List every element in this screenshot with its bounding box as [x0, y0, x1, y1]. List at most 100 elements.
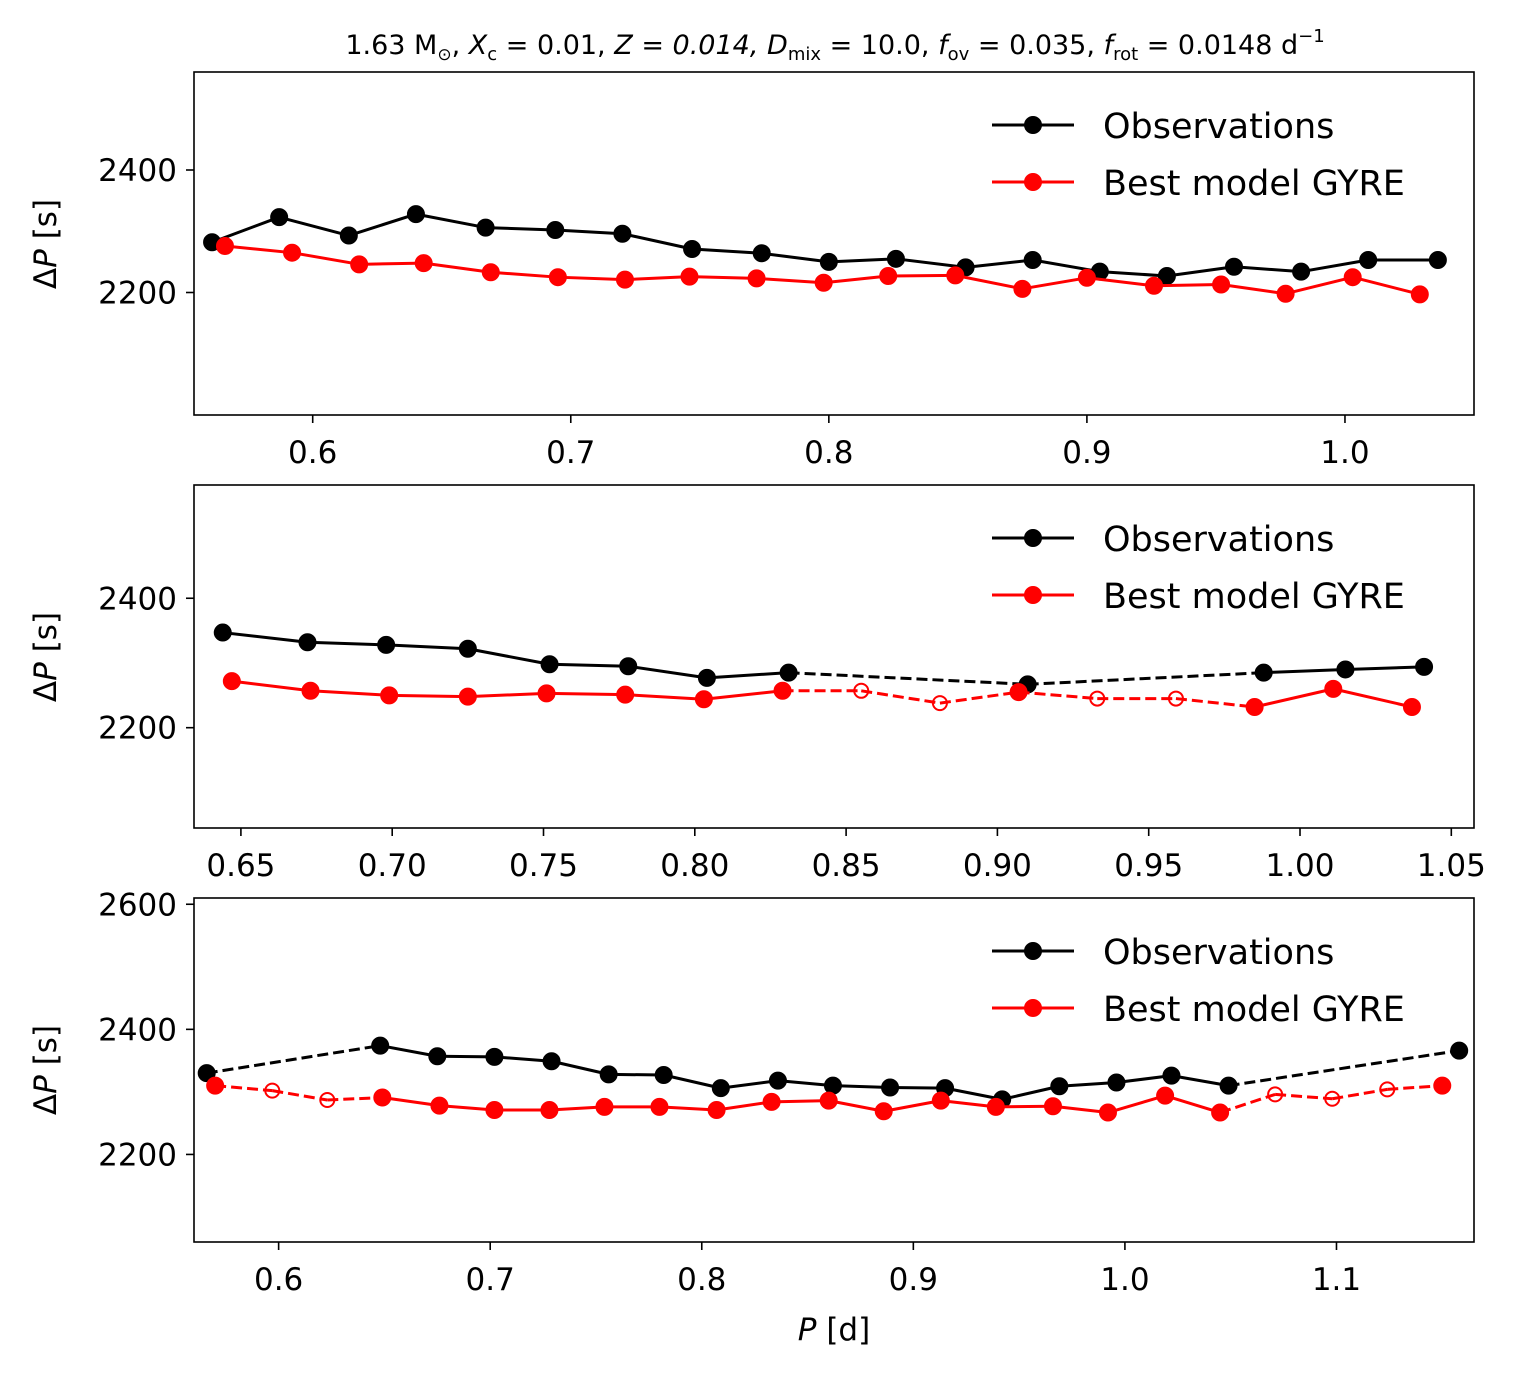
x-tick-label: 0.95 — [1114, 848, 1183, 884]
model-point — [373, 1088, 392, 1107]
model-line-segment — [1086, 276, 1155, 288]
model-point — [650, 1097, 669, 1116]
model-point — [874, 1102, 893, 1121]
x-tick-label: 0.70 — [358, 848, 427, 884]
model-line-segment — [861, 689, 941, 705]
model-line-segment — [1219, 1092, 1276, 1114]
model-point — [1324, 1090, 1341, 1107]
model-line-segment — [716, 1100, 772, 1112]
observations-point — [298, 633, 317, 652]
model-point — [458, 687, 477, 706]
x-tick-label: 0.8 — [804, 435, 853, 471]
model-point — [206, 1076, 225, 1095]
model-line-segment — [888, 273, 956, 278]
observations-point — [779, 663, 798, 682]
model-point — [548, 268, 567, 287]
legend-label: Observations — [1103, 107, 1334, 147]
model-line-segment — [1107, 1094, 1166, 1114]
observations-line-segment — [788, 671, 1028, 686]
observations-point — [1023, 251, 1042, 270]
observations-line-segment — [1228, 1049, 1460, 1088]
model-line-segment — [625, 693, 704, 701]
model-point — [1245, 697, 1264, 716]
observations-line-segment — [1116, 1074, 1172, 1084]
model-line-segment — [659, 1105, 717, 1112]
x-tick-label: 0.80 — [660, 848, 729, 884]
model-line-segment — [1331, 1087, 1388, 1101]
model-point — [1212, 275, 1231, 294]
observations-line-segment — [1263, 667, 1346, 675]
model-point — [1276, 284, 1295, 303]
model-point — [694, 690, 713, 709]
x-tick-label: 0.6 — [254, 1262, 303, 1298]
axis-ticks: 0.6 0.7 0.8 0.9 1.0 1.1 2200 2400 2600 — [98, 887, 1361, 1298]
model-line-segment — [954, 273, 1023, 291]
observations-line-segment — [691, 247, 762, 255]
model-line-segment — [224, 244, 293, 255]
observations-point — [1107, 1073, 1126, 1092]
observations-line-segment — [307, 640, 387, 647]
model-point — [819, 1091, 838, 1110]
model-line-segment — [546, 691, 626, 697]
observations-point — [1415, 657, 1434, 676]
model-line-segment — [703, 689, 783, 701]
observations-point — [1050, 1077, 1069, 1096]
model-line-segment — [215, 1084, 273, 1093]
model-line-segment — [1052, 1104, 1109, 1115]
model-point — [615, 270, 634, 289]
model-line-segment — [327, 1096, 383, 1102]
model-point — [707, 1101, 726, 1120]
observations-line-segment — [828, 257, 897, 264]
observations-point — [1450, 1041, 1469, 1060]
model-point — [680, 267, 699, 286]
model-line-segment — [1387, 1084, 1443, 1091]
observations-point — [619, 657, 638, 676]
panel-top: 0.6 0.7 0.8 0.9 1.0 2200 2400 ΔP [s] Observati… — [28, 71, 1475, 471]
model-line-segment — [1164, 1094, 1221, 1114]
observations-point — [613, 224, 632, 243]
model-point — [1343, 268, 1362, 287]
observations-line-segment — [379, 1044, 438, 1058]
model-point — [946, 266, 965, 285]
chart-marks — [203, 205, 1447, 304]
observations-line-segment — [895, 257, 966, 269]
model-line-segment — [1352, 275, 1421, 296]
figure-title: 1.63 M⊙, Xc = 0.01, Z = 0.014, Dmix = 10… — [345, 26, 1324, 65]
model-line-segment — [1275, 1092, 1333, 1101]
x-tick-label: 0.9 — [889, 1262, 938, 1298]
observations-point — [371, 1036, 390, 1055]
legend-label: Best model GYRE — [1103, 577, 1405, 617]
x-tick-label: 0.65 — [206, 848, 275, 884]
observations-point — [542, 1052, 561, 1071]
plot-area — [193, 71, 1475, 416]
model-point — [481, 263, 500, 282]
model-line-segment — [995, 1104, 1053, 1109]
panel-middle: 0.65 0.70 0.75 0.80 0.85 0.90 0.95 1.00 1.05 2200… — [28, 484, 1486, 884]
model-line-segment — [1285, 275, 1354, 296]
model-point — [380, 686, 399, 705]
model-point — [1402, 697, 1421, 716]
observations-line-segment — [467, 647, 550, 666]
observations-line-segment — [663, 1073, 722, 1090]
model-line-segment — [310, 689, 390, 697]
model-line-segment — [557, 275, 626, 282]
chart-marks — [197, 1036, 1469, 1122]
observations-line-segment — [222, 631, 308, 644]
y-axis-label: ΔP [s] — [28, 1025, 64, 1115]
model-line-segment — [231, 679, 311, 693]
observations-line-segment — [1059, 1081, 1117, 1088]
observations-line-segment — [832, 1084, 891, 1090]
model-point — [1433, 1076, 1452, 1095]
y-tick-label: 2400 — [98, 581, 177, 617]
observations-point — [1428, 251, 1447, 270]
y-tick-label: 2200 — [98, 711, 177, 747]
observations-line-segment — [415, 212, 486, 230]
y-axis-label: ΔP [s] — [28, 199, 64, 289]
observations-point — [683, 240, 702, 259]
observations-line-segment — [551, 1059, 610, 1076]
model-point — [215, 236, 234, 255]
observations-line-segment — [1233, 265, 1302, 274]
model-point — [319, 1092, 336, 1109]
y-tick-label: 2200 — [98, 276, 177, 312]
observations-line-segment — [437, 1054, 495, 1059]
